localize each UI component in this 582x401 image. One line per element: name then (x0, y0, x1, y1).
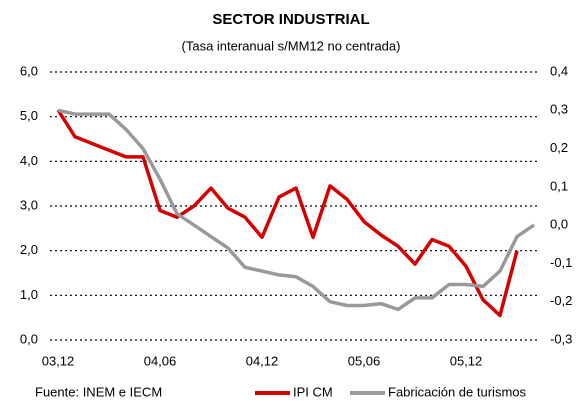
source-note: Fuente: INEM e IECM (35, 384, 162, 399)
legend-label: Fabricación de turismos (388, 384, 526, 399)
legend-label: IPI CM (293, 384, 333, 399)
x-tick-label: 05,12 (450, 353, 483, 368)
y2-tick-label: 0,1 (550, 178, 568, 193)
y2-tick-label: 0,4 (550, 63, 568, 78)
y-tick-label: 4,0 (20, 153, 38, 168)
y-tick-label: 1,0 (20, 287, 38, 302)
y-tick-label: 6,0 (20, 63, 38, 78)
series-line (56, 109, 519, 318)
y2-tick-label: 0,3 (550, 102, 568, 117)
x-tick-label: 04,06 (144, 353, 177, 368)
y-tick-label: 5,0 (20, 108, 38, 123)
y2-tick-label: -0,2 (550, 293, 572, 308)
y2-tick-label: -0,1 (550, 255, 572, 270)
x-tick-label: 04,12 (246, 353, 279, 368)
chart-subtitle: (Tasa interanual s/MM12 no centrada) (182, 38, 401, 53)
x-tick-label: 03,12 (42, 353, 75, 368)
y-tick-label: 3,0 (20, 197, 38, 212)
chart-title: SECTOR INDUSTRIAL (212, 11, 369, 28)
y2-tick-label: 0,2 (550, 140, 568, 155)
y-tick-label: 0,0 (20, 331, 38, 346)
x-tick-label: 05,06 (348, 353, 381, 368)
series-line (57, 108, 535, 312)
y2-tick-label: -0,3 (550, 331, 572, 346)
y-tick-label: 2,0 (20, 242, 38, 257)
y2-tick-label: 0,0 (550, 217, 568, 232)
